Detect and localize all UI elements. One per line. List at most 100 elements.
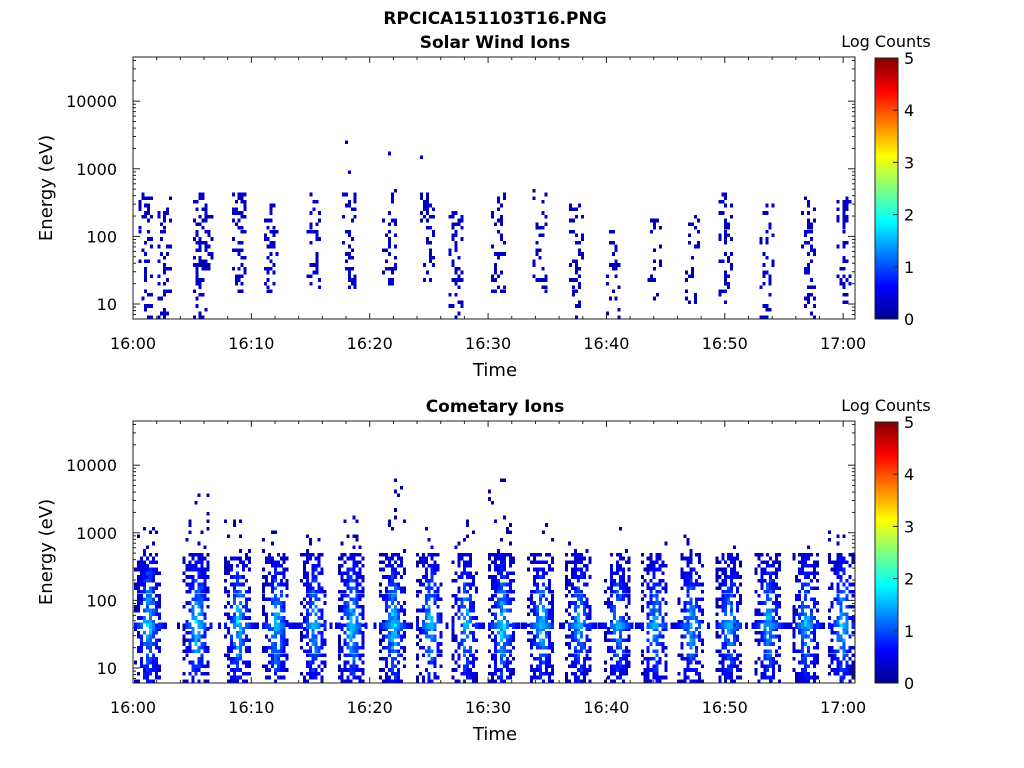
heatmap-cell xyxy=(352,567,356,572)
heatmap-cell xyxy=(804,664,808,669)
heatmap-cell xyxy=(472,657,476,661)
heatmap-cell xyxy=(138,229,142,234)
heatmap-cell xyxy=(197,493,201,497)
heatmap-cell xyxy=(836,564,840,568)
heatmap-cell xyxy=(689,604,693,609)
heatmap-band-cell xyxy=(649,622,653,630)
heatmap-cell xyxy=(415,675,419,680)
cometary-y-axis-label: Energy (eV) xyxy=(36,499,57,605)
heatmap-cell xyxy=(724,675,728,680)
heatmap-cell xyxy=(151,567,155,572)
heatmap-cell xyxy=(394,608,397,613)
heatmap-cell xyxy=(472,582,476,587)
heatmap-cell xyxy=(677,679,681,683)
heatmap-cell xyxy=(320,638,324,643)
heatmap-cell xyxy=(198,263,202,267)
heatmap-cell xyxy=(430,593,434,598)
heatmap-cell xyxy=(396,582,400,587)
heatmap-cell xyxy=(842,274,846,279)
heatmap-cell xyxy=(845,604,849,609)
heatmap-cell xyxy=(624,612,628,616)
heatmap-cell xyxy=(402,601,406,605)
heatmap-band-cell xyxy=(736,622,739,630)
heatmap-cell xyxy=(244,608,248,613)
heatmap-cell xyxy=(686,590,690,594)
heatmap-cell xyxy=(497,567,500,572)
heatmap-cell xyxy=(466,675,470,680)
cometary-plot-frame xyxy=(132,420,856,684)
heatmap-cell xyxy=(772,586,776,590)
heatmap-cell xyxy=(140,660,144,665)
heatmap-cell xyxy=(433,660,437,665)
heatmap-cell xyxy=(727,619,731,624)
heatmap-cell xyxy=(385,657,389,661)
heatmap-cell xyxy=(305,575,309,579)
heatmap-cell xyxy=(686,664,690,669)
heatmap-cell xyxy=(694,226,697,230)
heatmap-cell xyxy=(536,657,539,661)
heatmap-cell xyxy=(572,207,576,212)
heatmap-cell xyxy=(842,653,846,657)
heatmap-cell xyxy=(279,571,283,576)
heatmap-cell xyxy=(273,567,277,572)
heatmap-cell xyxy=(499,252,503,256)
heatmap-cell xyxy=(539,619,542,624)
heatmap-cell xyxy=(320,552,324,557)
heatmap-cell xyxy=(463,571,467,576)
heatmap-cell xyxy=(762,274,766,279)
heatmap-cell xyxy=(463,668,467,672)
heatmap-cell xyxy=(658,564,662,568)
heatmap-cell xyxy=(497,564,500,568)
heatmap-cell xyxy=(233,645,236,650)
heatmap-cell xyxy=(457,564,461,568)
heatmap-cell xyxy=(579,556,583,561)
heatmap-cell xyxy=(848,575,852,579)
heatmap-cell xyxy=(801,660,805,665)
heatmap-cell xyxy=(240,255,244,260)
heatmap-cell xyxy=(497,196,500,200)
heatmap-band-cell xyxy=(238,622,242,630)
heatmap-cell xyxy=(605,311,609,316)
heatmap-cell xyxy=(230,638,234,643)
x-tick-label: 16:50 xyxy=(702,698,748,717)
heatmap-cell xyxy=(279,645,283,650)
heatmap-cell xyxy=(344,266,348,271)
heatmap-cell xyxy=(402,571,406,576)
heatmap-cell xyxy=(191,556,195,561)
heatmap-cell xyxy=(140,590,144,594)
heatmap-band-cell xyxy=(197,622,201,630)
heatmap-cell xyxy=(842,597,846,602)
heatmap-cell xyxy=(813,571,816,576)
heatmap-cell xyxy=(535,222,539,226)
heatmap-cell xyxy=(311,601,315,605)
heatmap-cell xyxy=(836,575,840,579)
heatmap-band-cell xyxy=(594,622,598,630)
heatmap-cell xyxy=(576,649,580,654)
heatmap-cell xyxy=(236,634,239,639)
heatmap-cell xyxy=(244,564,248,568)
heatmap-cell xyxy=(188,552,192,557)
heatmap-cell xyxy=(349,619,353,624)
heatmap-cell xyxy=(263,218,267,223)
heatmap-cell xyxy=(263,237,267,241)
heatmap-cell xyxy=(340,623,344,628)
heatmap-cell xyxy=(343,612,347,616)
heatmap-cell xyxy=(302,560,306,564)
heatmap-cell xyxy=(439,616,443,620)
heatmap-cell xyxy=(299,612,303,616)
heatmap-cell xyxy=(466,619,470,624)
heatmap-cell xyxy=(154,671,158,676)
heatmap-cell xyxy=(352,597,356,602)
heatmap-cell xyxy=(807,653,811,657)
heatmap-cell xyxy=(427,634,431,639)
heatmap-cell xyxy=(830,645,834,650)
heatmap-cell xyxy=(618,593,622,598)
heatmap-cell xyxy=(527,567,531,572)
heatmap-cell xyxy=(433,657,437,661)
heatmap-cell xyxy=(845,259,849,264)
heatmap-cell xyxy=(721,289,725,293)
heatmap-cell xyxy=(771,263,775,267)
heatmap-cell xyxy=(851,664,855,669)
heatmap-cell xyxy=(778,552,782,557)
heatmap-cell xyxy=(576,679,580,683)
